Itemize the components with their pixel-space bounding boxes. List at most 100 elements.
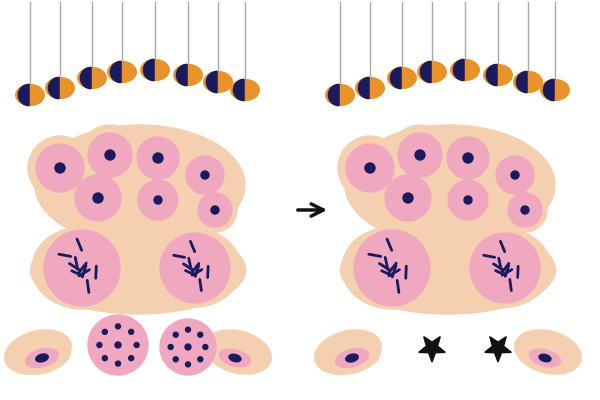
Ellipse shape (541, 80, 569, 100)
Ellipse shape (229, 354, 241, 362)
Ellipse shape (174, 64, 202, 86)
Circle shape (521, 206, 529, 214)
Ellipse shape (32, 227, 132, 309)
Circle shape (508, 193, 542, 227)
Wedge shape (143, 59, 154, 81)
Circle shape (503, 188, 547, 232)
Circle shape (137, 137, 179, 179)
Circle shape (447, 137, 489, 179)
Wedge shape (49, 77, 59, 99)
Circle shape (105, 150, 115, 160)
Circle shape (489, 149, 541, 201)
Ellipse shape (26, 348, 58, 368)
Circle shape (132, 174, 184, 226)
Circle shape (173, 332, 178, 337)
Ellipse shape (315, 330, 381, 374)
Circle shape (496, 156, 534, 194)
Circle shape (28, 136, 92, 200)
Circle shape (80, 125, 140, 185)
Circle shape (168, 344, 173, 350)
Circle shape (134, 342, 139, 348)
Ellipse shape (141, 60, 169, 80)
Wedge shape (328, 84, 339, 106)
Ellipse shape (418, 62, 446, 82)
Ellipse shape (518, 343, 572, 373)
Ellipse shape (539, 354, 551, 362)
Circle shape (403, 193, 413, 203)
Circle shape (103, 356, 107, 361)
Ellipse shape (220, 349, 251, 367)
Circle shape (68, 168, 128, 228)
Circle shape (55, 163, 65, 173)
Ellipse shape (326, 84, 354, 106)
Ellipse shape (205, 330, 271, 374)
Circle shape (88, 315, 148, 375)
Circle shape (390, 125, 450, 185)
Polygon shape (419, 337, 445, 362)
Ellipse shape (16, 84, 44, 106)
Circle shape (463, 153, 473, 163)
Ellipse shape (108, 62, 136, 82)
Circle shape (93, 193, 103, 203)
Ellipse shape (324, 342, 380, 374)
Ellipse shape (346, 354, 358, 362)
Ellipse shape (46, 78, 74, 98)
Ellipse shape (335, 348, 368, 368)
Circle shape (398, 133, 442, 177)
Wedge shape (517, 71, 527, 93)
Circle shape (448, 180, 488, 220)
Circle shape (354, 230, 430, 306)
Ellipse shape (342, 227, 442, 309)
Ellipse shape (231, 80, 259, 100)
Circle shape (211, 206, 219, 214)
Circle shape (103, 329, 107, 334)
Ellipse shape (484, 64, 512, 86)
Ellipse shape (388, 68, 416, 88)
Wedge shape (110, 61, 121, 83)
Circle shape (470, 233, 540, 303)
Circle shape (193, 188, 237, 232)
Circle shape (198, 357, 203, 362)
Polygon shape (485, 337, 511, 362)
Circle shape (378, 168, 438, 228)
Wedge shape (206, 71, 217, 93)
Circle shape (440, 130, 496, 186)
Ellipse shape (451, 60, 479, 80)
Wedge shape (421, 61, 431, 83)
Circle shape (36, 144, 84, 192)
Circle shape (338, 136, 402, 200)
Ellipse shape (459, 229, 551, 307)
Circle shape (201, 171, 209, 179)
Circle shape (385, 175, 431, 221)
Circle shape (415, 150, 425, 160)
Circle shape (97, 342, 102, 348)
Ellipse shape (345, 125, 555, 245)
Wedge shape (19, 84, 29, 106)
Circle shape (153, 153, 163, 163)
Circle shape (365, 163, 375, 173)
Ellipse shape (208, 343, 262, 373)
Circle shape (198, 332, 203, 337)
Ellipse shape (78, 68, 106, 88)
Wedge shape (454, 59, 464, 81)
Circle shape (138, 180, 178, 220)
Circle shape (44, 230, 120, 306)
Ellipse shape (31, 226, 245, 314)
Wedge shape (391, 67, 401, 89)
Circle shape (185, 362, 191, 367)
Circle shape (179, 149, 231, 201)
Ellipse shape (204, 72, 232, 92)
Circle shape (115, 324, 121, 329)
Ellipse shape (149, 229, 241, 307)
Circle shape (160, 233, 230, 303)
Ellipse shape (529, 349, 560, 367)
Circle shape (186, 156, 224, 194)
Wedge shape (80, 67, 91, 89)
Wedge shape (176, 64, 187, 86)
Circle shape (115, 361, 121, 366)
Ellipse shape (89, 323, 147, 367)
Ellipse shape (515, 330, 581, 374)
Ellipse shape (356, 78, 384, 98)
Ellipse shape (161, 326, 215, 368)
Circle shape (464, 196, 472, 204)
